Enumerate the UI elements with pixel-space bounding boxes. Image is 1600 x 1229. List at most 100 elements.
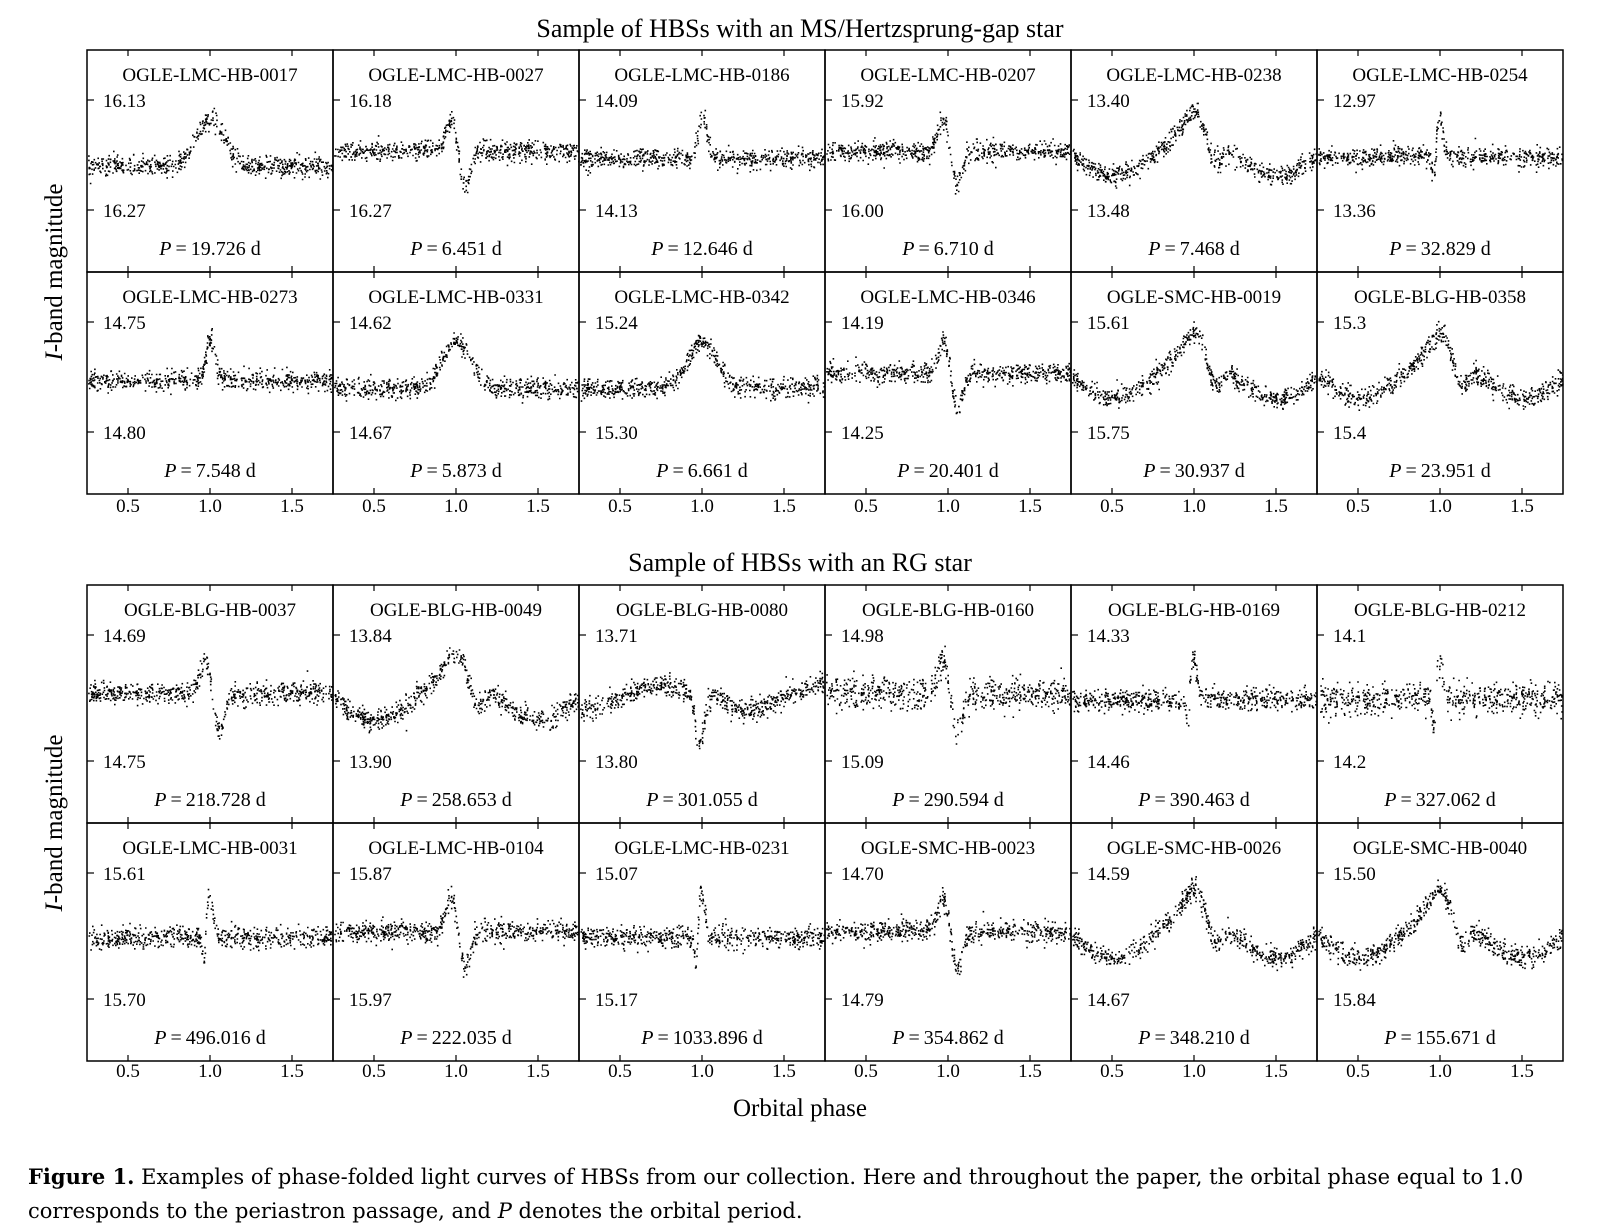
- x-tick-label: 1.5: [1264, 496, 1288, 517]
- light-curve-panel: OGLE-SMC-HB-0023 14.70 14.79 P = 354.862 d: [824, 822, 1072, 1062]
- magnitude-top-label: 14.69: [103, 626, 146, 647]
- panel-title: OGLE-LMC-HB-0031: [122, 838, 297, 859]
- caption-var: P: [497, 1199, 512, 1223]
- light-curve-panel: OGLE-LMC-HB-0254 12.97 13.36 P = 32.829 d: [1316, 49, 1564, 273]
- magnitude-bottom-label: 15.75: [1087, 423, 1130, 444]
- magnitude-top-label: 14.09: [595, 91, 638, 112]
- x-tick-label: 0.5: [1346, 496, 1370, 517]
- period-value: = 218.728 d: [166, 789, 265, 811]
- data-points: [88, 328, 334, 396]
- period-symbol: P: [896, 460, 909, 482]
- period-symbol: P: [409, 238, 422, 260]
- period-value: = 7.548 d: [176, 460, 255, 482]
- period-value: = 155.671 d: [1396, 1027, 1495, 1049]
- panel-title: OGLE-LMC-HB-0104: [368, 838, 544, 859]
- data-points: [1072, 650, 1318, 727]
- x-tick-label: 0.5: [362, 1061, 386, 1082]
- panel-title: OGLE-LMC-HB-0231: [614, 838, 789, 859]
- panel-title: OGLE-SMC-HB-0023: [861, 838, 1035, 859]
- x-tick-label: 1.0: [1428, 496, 1452, 517]
- magnitude-top-label: 14.75: [103, 313, 146, 334]
- light-curve-panel: OGLE-LMC-HB-0186 14.09 14.13 P = 12.646 d: [578, 49, 826, 273]
- period-label: P = 258.653 d: [399, 789, 512, 811]
- period-label: P = 348.210 d: [1137, 1027, 1250, 1049]
- y-axis-label-text: -band magnitude: [41, 734, 68, 903]
- x-tick-label: 0.5: [116, 1061, 140, 1082]
- x-tick-label: 1.5: [526, 1061, 550, 1082]
- light-curve-panel: OGLE-LMC-HB-0346 14.19 14.25 P = 20.401 d: [824, 271, 1072, 495]
- light-curve-panel: OGLE-SMC-HB-0019 15.61 15.75 P = 30.937 d: [1070, 271, 1318, 495]
- period-value: = 222.035 d: [412, 1027, 511, 1049]
- period-label: P = 6.661 d: [655, 460, 748, 482]
- period-value: = 20.401 d: [909, 460, 998, 482]
- period-symbol: P: [163, 460, 176, 482]
- period-label: P = 1033.896 d: [640, 1027, 763, 1049]
- period-symbol: P: [399, 789, 412, 811]
- x-axis-label: Orbital phase: [733, 1095, 867, 1122]
- x-tick-label: 1.5: [1018, 1061, 1042, 1082]
- data-points: [826, 111, 1072, 195]
- x-tick-label: 1.0: [1182, 496, 1206, 517]
- period-label: P = 19.726 d: [158, 238, 261, 260]
- x-tick-label: 1.5: [280, 1061, 304, 1082]
- period-symbol: P: [1142, 460, 1155, 482]
- panel-title: OGLE-LMC-HB-0238: [1106, 65, 1281, 86]
- period-symbol: P: [891, 789, 904, 811]
- panel-title: OGLE-LMC-HB-0254: [1352, 65, 1528, 86]
- period-value: = 32.829 d: [1401, 238, 1490, 260]
- x-tick-label: 1.0: [690, 496, 714, 517]
- panel-title: OGLE-LMC-HB-0331: [368, 287, 543, 308]
- magnitude-top-label: 13.40: [1087, 91, 1130, 112]
- period-label: P = 390.463 d: [1137, 789, 1250, 811]
- x-tick-label: 1.0: [936, 496, 960, 517]
- magnitude-top-label: 14.98: [841, 626, 884, 647]
- data-points: [1320, 655, 1563, 734]
- period-label: P = 5.873 d: [409, 460, 502, 482]
- panel-title: OGLE-LMC-HB-0027: [368, 65, 543, 86]
- period-symbol: P: [891, 1027, 904, 1049]
- y-axis-label: I-band magnitude: [41, 734, 68, 912]
- period-label: P = 222.035 d: [399, 1027, 512, 1049]
- magnitude-top-label: 15.92: [841, 91, 884, 112]
- light-curve-panel: OGLE-LMC-HB-0331 14.62 14.67 P = 5.873 d: [332, 271, 580, 495]
- caption-text: Examples of phase-folded light curves of…: [28, 1165, 1524, 1223]
- panel-title: OGLE-BLG-HB-0049: [370, 600, 542, 621]
- magnitude-bottom-label: 15.84: [1333, 990, 1376, 1011]
- magnitude-bottom-label: 13.90: [349, 752, 392, 773]
- period-label: P = 301.055 d: [645, 789, 758, 811]
- period-value: = 348.210 d: [1150, 1027, 1249, 1049]
- magnitude-bottom-label: 15.70: [103, 990, 146, 1011]
- x-tick-label: 0.5: [116, 496, 140, 517]
- period-value: = 354.862 d: [904, 1027, 1003, 1049]
- data-points: [334, 332, 579, 404]
- data-points: [88, 653, 334, 740]
- period-value: = 6.451 d: [422, 238, 501, 260]
- magnitude-top-label: 15.61: [103, 864, 146, 885]
- magnitude-bottom-label: 14.46: [1087, 752, 1130, 773]
- magnitude-bottom-label: 14.67: [349, 423, 392, 444]
- panel-title: OGLE-BLG-HB-0080: [616, 600, 788, 621]
- period-symbol: P: [399, 1027, 412, 1049]
- period-symbol: P: [650, 238, 663, 260]
- x-tick-label: 1.0: [1428, 1061, 1452, 1082]
- light-curve-panel: OGLE-BLG-HB-0080 13.71 13.80 P = 301.055 d: [578, 584, 826, 824]
- data-points: [826, 331, 1072, 415]
- period-value: = 390.463 d: [1150, 789, 1249, 811]
- light-curve-panel: OGLE-LMC-HB-0231 15.07 15.17P = 1033.896 d: [578, 822, 826, 1062]
- period-symbol: P: [1383, 1027, 1396, 1049]
- magnitude-top-label: 15.07: [595, 864, 638, 885]
- panel-title: OGLE-SMC-HB-0026: [1107, 838, 1281, 859]
- x-tick-label: 0.5: [1100, 496, 1124, 517]
- period-label: P = 354.862 d: [891, 1027, 1004, 1049]
- data-points: [1072, 876, 1318, 972]
- x-tick-label: 1.5: [1510, 496, 1534, 517]
- magnitude-top-label: 15.61: [1087, 313, 1130, 334]
- panel-title: OGLE-LMC-HB-0186: [614, 65, 789, 86]
- period-label: P = 155.671 d: [1383, 1027, 1496, 1049]
- magnitude-top-label: 15.50: [1333, 864, 1376, 885]
- magnitude-bottom-label: 15.17: [595, 990, 638, 1011]
- panel-title: OGLE-LMC-HB-0273: [122, 287, 297, 308]
- period-value: = 7.468 d: [1160, 238, 1239, 260]
- panel-title: OGLE-BLG-HB-0037: [124, 600, 296, 621]
- period-value: = 258.653 d: [412, 789, 511, 811]
